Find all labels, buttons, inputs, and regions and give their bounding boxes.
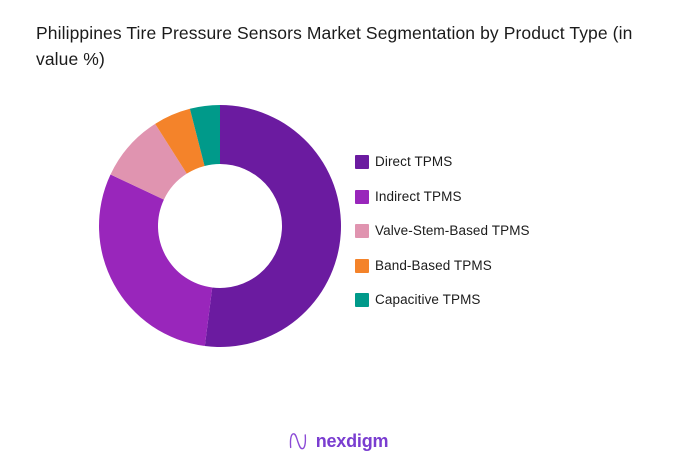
legend-item-label: Band-Based TPMS <box>375 257 492 273</box>
footer-brand: nexdigm <box>0 430 675 452</box>
donut-slice[interactable] <box>110 123 187 200</box>
chart-legend: Direct TPMS Indirect TPMS Valve-Stem-Based… <box>355 145 655 318</box>
legend-color-swatch <box>355 293 369 308</box>
legend-item[interactable]: Valve-Stem-Based TPMS <box>355 214 655 249</box>
donut-slice-group <box>99 105 341 347</box>
legend-item-label: Capacitive TPMS <box>375 292 481 308</box>
legend-item-label: Direct TPMS <box>375 154 453 170</box>
legend-color-swatch <box>355 258 369 273</box>
brand-name: nexdigm <box>315 430 389 451</box>
legend-item-label: Valve-Stem-Based TPMS <box>375 223 530 239</box>
donut-chart <box>99 105 341 347</box>
legend-color-swatch <box>355 224 369 239</box>
legend-item[interactable]: Band-Based TPMS <box>355 249 655 284</box>
legend-item[interactable]: Direct TPMS <box>355 145 655 180</box>
legend-item[interactable]: Capacitive TPMS <box>355 283 655 318</box>
legend-item-label: Indirect TPMS <box>375 188 462 204</box>
legend-item[interactable]: Indirect TPMS <box>355 180 655 215</box>
nexdigm-n-mark-icon <box>289 433 306 450</box>
legend-color-swatch <box>355 155 369 170</box>
donut-slice[interactable] <box>99 174 213 347</box>
donut-chart-svg <box>99 105 341 347</box>
legend-color-swatch <box>355 189 369 204</box>
donut-slice[interactable] <box>204 105 341 347</box>
donut-slice[interactable] <box>189 105 220 166</box>
donut-slice[interactable] <box>155 108 205 174</box>
chart-title: Philippines Tire Pressure Sensors Market… <box>36 23 638 69</box>
